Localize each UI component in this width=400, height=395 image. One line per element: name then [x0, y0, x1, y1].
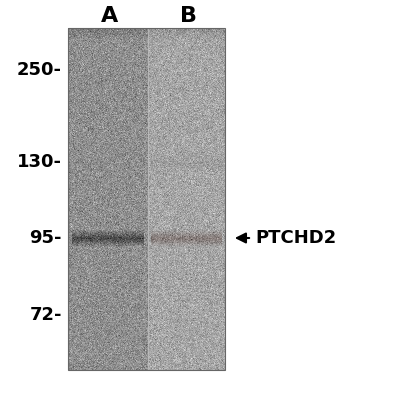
Text: 95-: 95- — [30, 229, 62, 247]
Text: PTCHD2: PTCHD2 — [255, 229, 336, 247]
Text: B: B — [180, 6, 196, 26]
Bar — [68, 28, 225, 370]
Text: 250-: 250- — [17, 61, 62, 79]
Text: 130-: 130- — [17, 153, 62, 171]
Text: A: A — [101, 6, 119, 26]
Text: 72-: 72- — [30, 306, 62, 324]
